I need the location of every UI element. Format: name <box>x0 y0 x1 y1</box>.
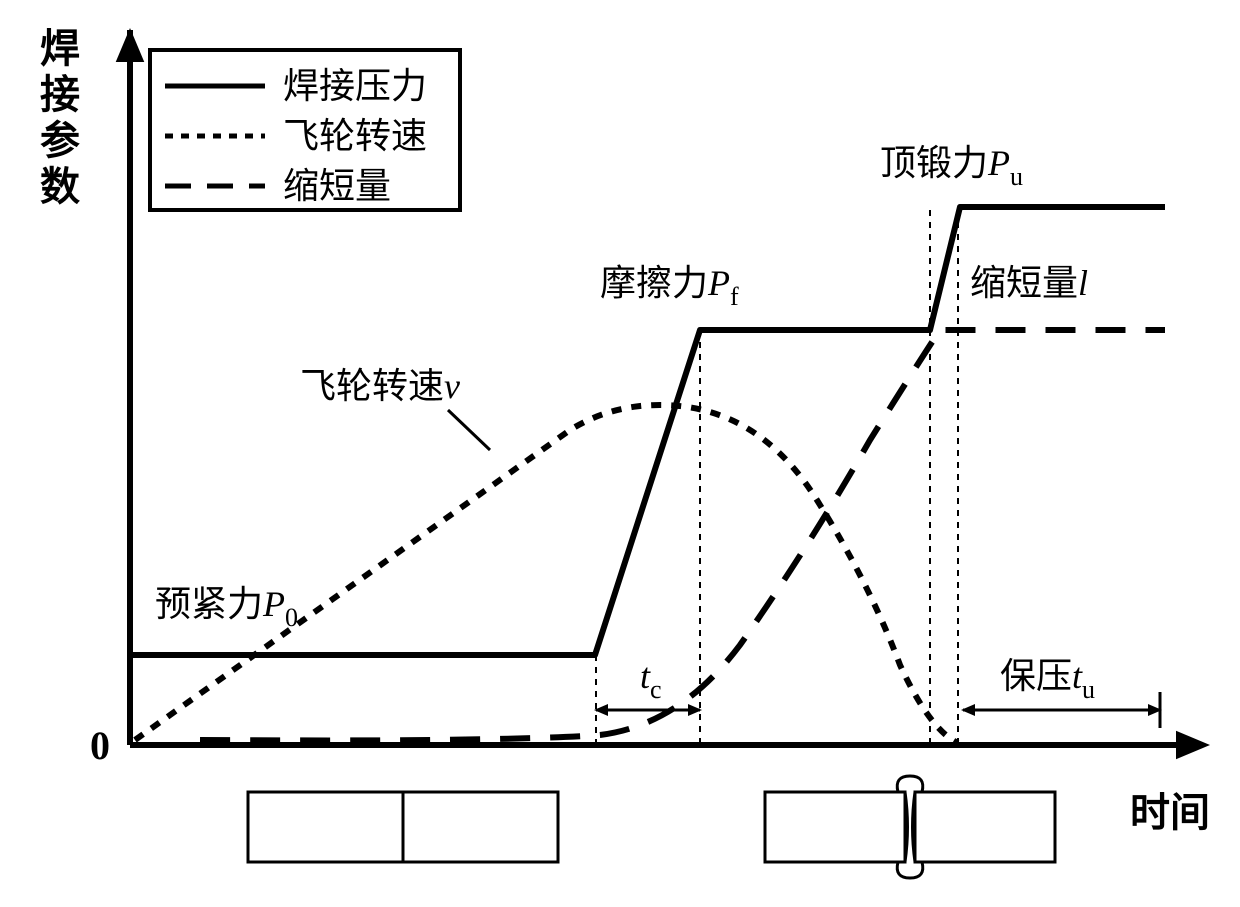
leader-line <box>448 410 490 450</box>
y-axis-label-char: 接 <box>40 72 80 117</box>
legend-label: 飞轮转速 <box>283 116 427 156</box>
figure-container: 0 时间 焊接参数 焊接压力飞轮转速缩短量预紧力P0 飞轮转速v 摩擦力Pf 顶锻力Pu 缩短… <box>0 0 1240 907</box>
x-axis-label: 时间 <box>1130 790 1210 835</box>
label-preload: 预紧力P0 <box>155 584 298 632</box>
specimen-right-leftpart <box>765 792 905 862</box>
y-axis-label-char: 数 <box>40 164 80 209</box>
label-friction: 摩擦力Pf <box>600 263 739 311</box>
label-upset: 顶锻力Pu <box>880 143 1023 191</box>
legend-label: 焊接压力 <box>283 66 427 106</box>
flywheel-curve <box>135 405 958 743</box>
axis-arrowhead <box>116 28 145 62</box>
label-hold: 保压tu <box>1000 656 1095 704</box>
flash-top <box>897 776 923 792</box>
label-flywheel: 飞轮转速v <box>300 366 460 406</box>
legend-label: 缩短量 <box>283 166 391 206</box>
axis-arrowhead <box>1176 731 1210 760</box>
y-axis-label-char: 焊 <box>40 26 80 71</box>
origin-label: 0 <box>90 723 110 768</box>
specimen-right-rightpart <box>915 792 1055 862</box>
label-tc: tc <box>640 656 662 704</box>
flash-bottom <box>897 862 923 878</box>
y-axis-label-char: 参 <box>40 118 80 163</box>
label-shortening: 缩短量l <box>970 263 1088 303</box>
